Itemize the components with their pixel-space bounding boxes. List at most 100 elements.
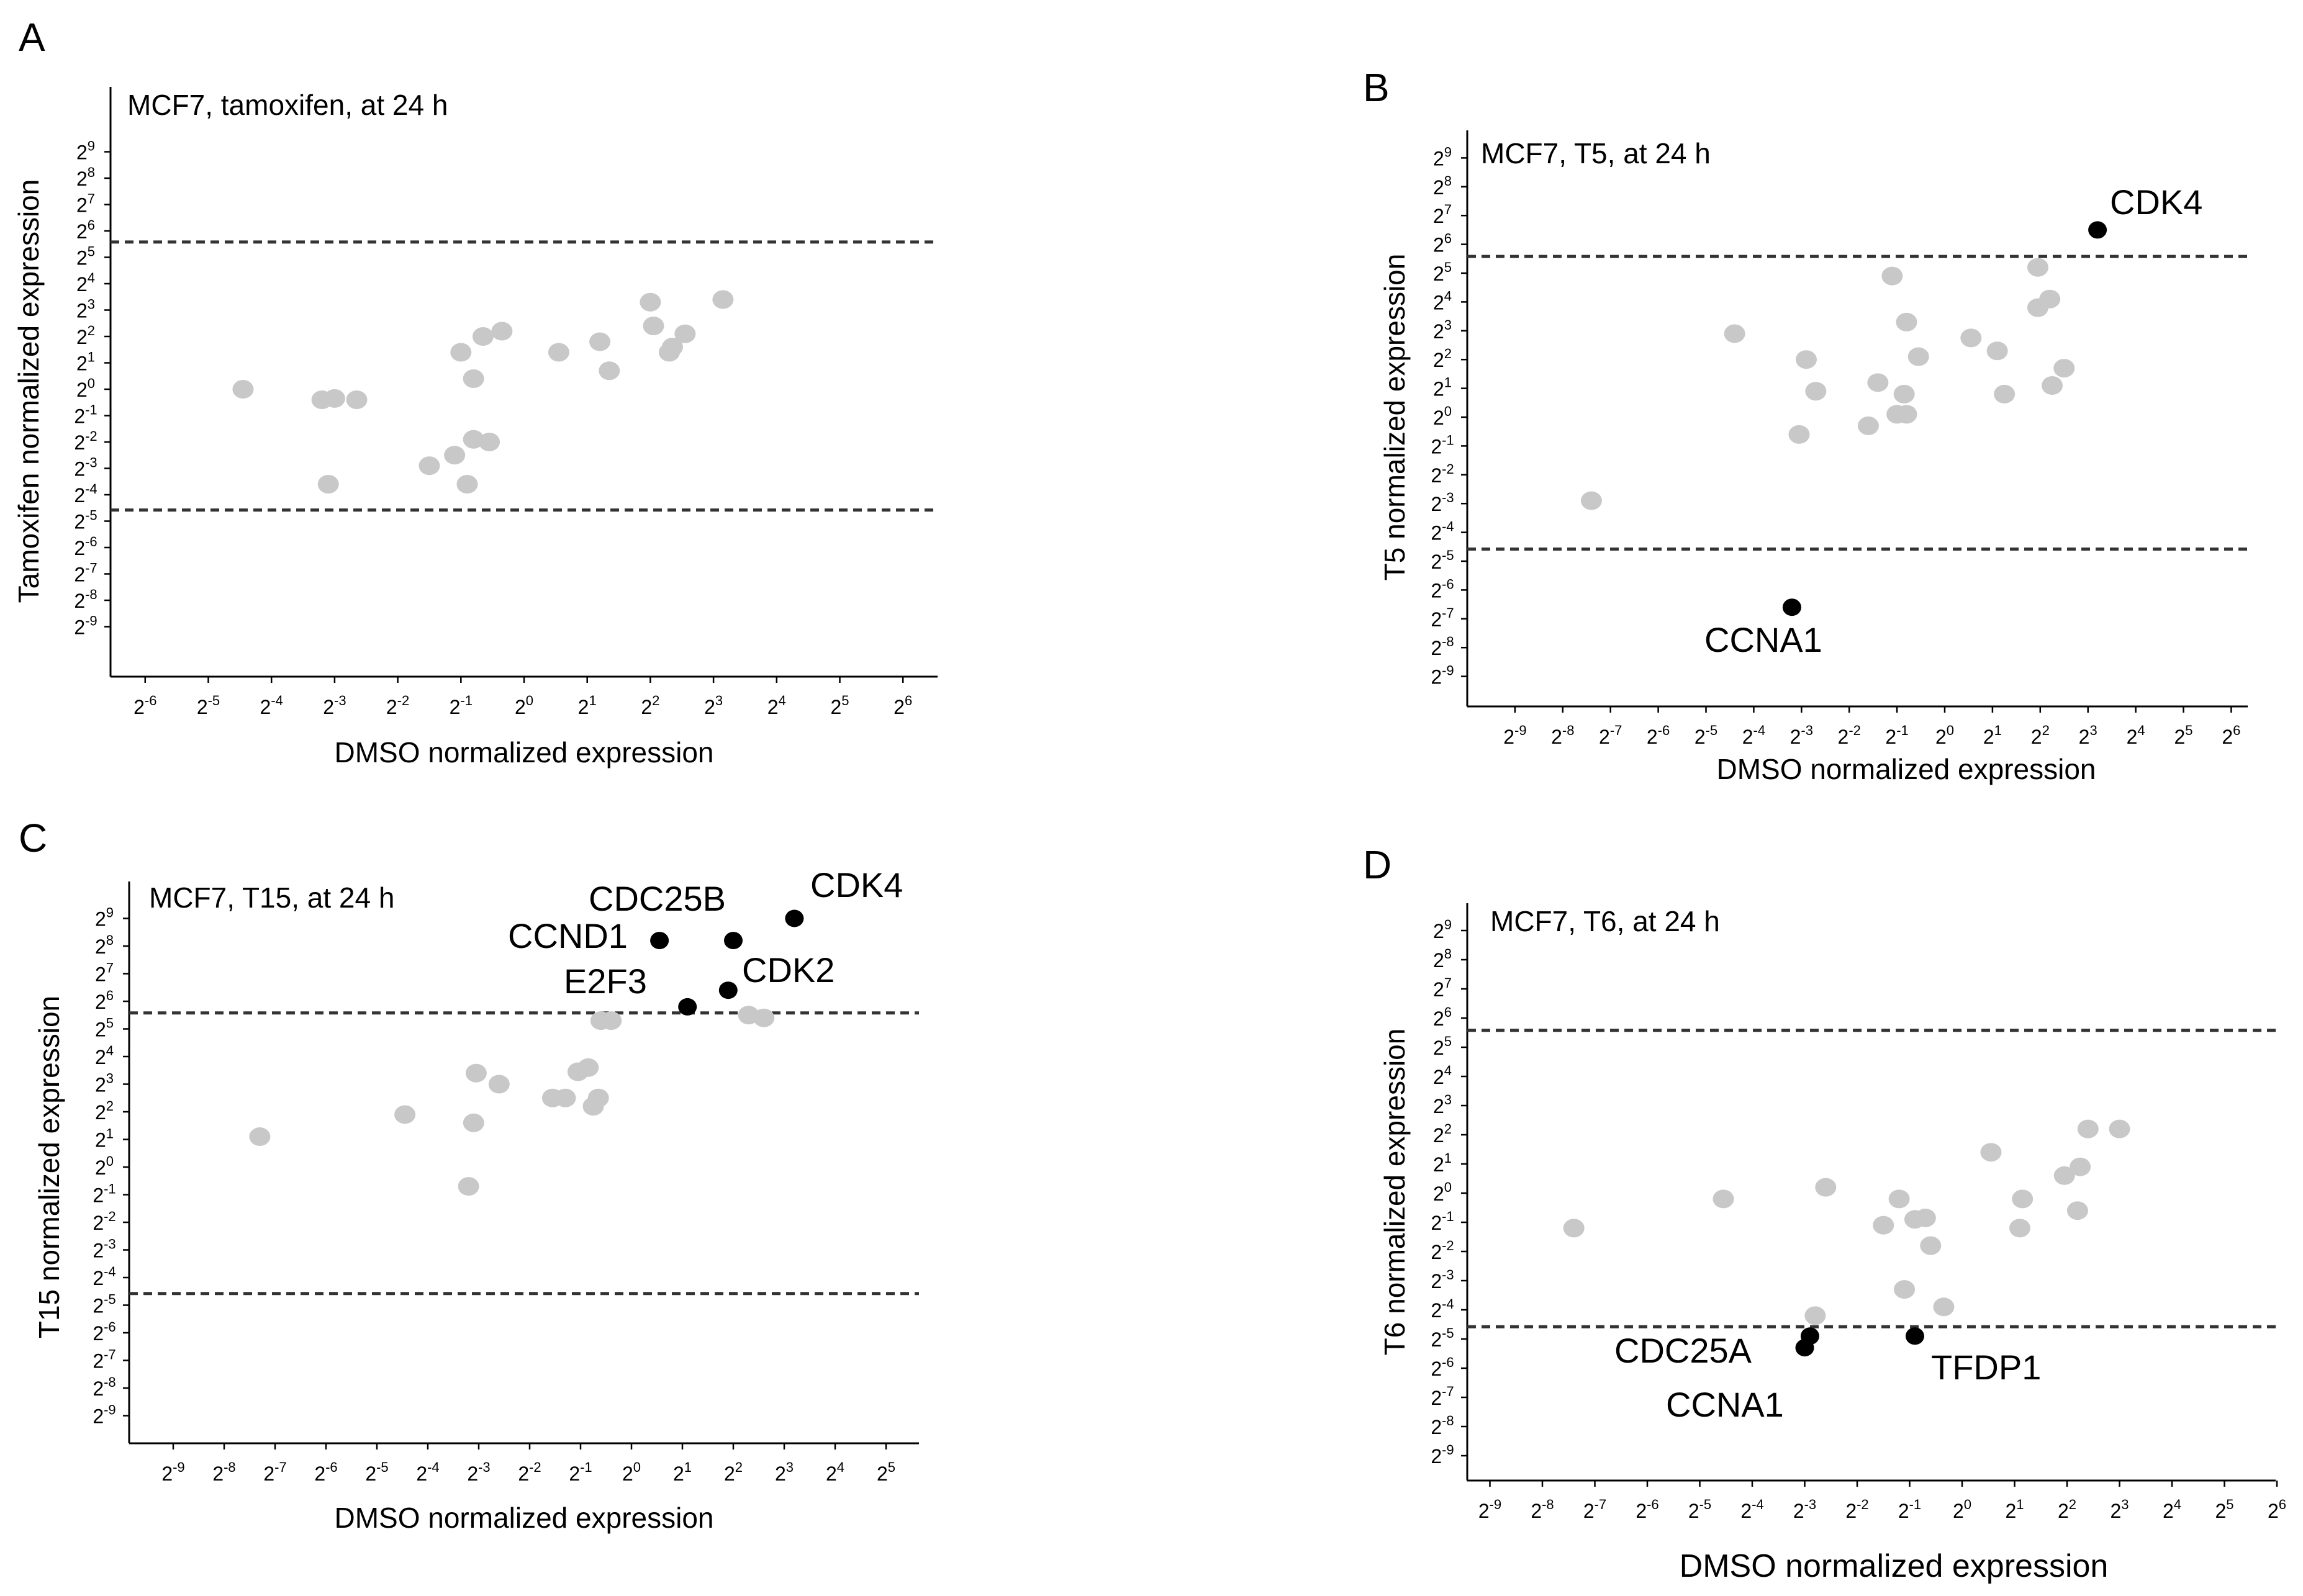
panel-b-points bbox=[1580, 221, 2107, 616]
gene-point bbox=[458, 1177, 479, 1196]
y-tick-label: 23 bbox=[1433, 317, 1452, 343]
x-tick-label: 23 bbox=[704, 693, 723, 718]
significant-gene-point bbox=[724, 932, 743, 950]
panel-c: MCF7, T15, at 24 h DMSO normalized expre… bbox=[33, 865, 919, 1534]
gene-point bbox=[587, 1088, 609, 1107]
x-tick-label: 21 bbox=[2005, 1497, 2024, 1522]
x-tick-label: 2-1 bbox=[1898, 1497, 1921, 1522]
panel-letter-b: B bbox=[1363, 65, 1390, 110]
y-tick-label: 2-1 bbox=[74, 402, 97, 428]
x-tick-label: 2-4 bbox=[416, 1459, 439, 1485]
y-tick-label: 21 bbox=[1433, 375, 1452, 400]
y-tick-label: 2-9 bbox=[74, 613, 97, 639]
x-tick-label: 2-4 bbox=[260, 693, 283, 718]
gene-point bbox=[394, 1105, 416, 1124]
x-tick-label: 2-5 bbox=[365, 1459, 388, 1485]
y-tick-label: 2-8 bbox=[74, 587, 97, 612]
y-tick-label: 27 bbox=[1433, 975, 1452, 1001]
panel-c-title: MCF7, T15, at 24 h bbox=[149, 881, 394, 914]
y-tick-label: 2-2 bbox=[1431, 1238, 1454, 1263]
y-tick-label: 24 bbox=[1433, 288, 1452, 313]
x-tick-label: 2-9 bbox=[1478, 1497, 1501, 1522]
gene-point bbox=[463, 430, 484, 449]
y-tick-label: 26 bbox=[1433, 231, 1452, 256]
y-tick-label: 2-1 bbox=[1431, 1209, 1454, 1234]
x-tick-label: 2-1 bbox=[450, 693, 473, 718]
panel-d: MCF7, T6, at 24 h DMSO normalized expres… bbox=[1378, 903, 2286, 1584]
y-tick-label: 25 bbox=[95, 1016, 114, 1041]
y-tick-label: 2-2 bbox=[1431, 461, 1454, 487]
panel-letter-c: C bbox=[19, 816, 47, 860]
panel-b-ticks: 29 28 27 26 25 24 23 22 21 20 2-1 2-2 2-3 2-4 2-5 2-6 2-… bbox=[1431, 144, 2240, 748]
gene-point bbox=[1907, 347, 1929, 366]
panel-c-annotations: CDC25B CCND1 CDK4 E2F3 CDK2 bbox=[508, 865, 903, 1001]
x-tick-label: 2-4 bbox=[1742, 723, 1765, 748]
gene-point bbox=[463, 369, 484, 388]
x-tick-label: 25 bbox=[2174, 723, 2192, 748]
gene-point bbox=[2109, 1119, 2130, 1138]
y-tick-label: 25 bbox=[1433, 259, 1452, 285]
x-tick-label: 2-9 bbox=[1503, 723, 1526, 748]
x-tick-label: 2-3 bbox=[323, 693, 346, 718]
y-tick-label: 26 bbox=[95, 988, 114, 1013]
x-tick-label: 20 bbox=[1935, 723, 1954, 748]
gene-point bbox=[2039, 289, 2061, 309]
gene-point bbox=[1960, 328, 1982, 348]
panel-d-x-label: DMSO normalized expression bbox=[1680, 1548, 2109, 1584]
y-tick-label: 2-1 bbox=[1431, 432, 1454, 458]
gene-point bbox=[1888, 1189, 1910, 1209]
significant-gene-point bbox=[1782, 598, 1801, 616]
x-tick-label: 20 bbox=[1953, 1497, 1971, 1522]
panel-d-y-label: T6 normalized expression bbox=[1378, 1029, 1411, 1356]
gene-point bbox=[600, 1011, 622, 1030]
x-tick-label: 2-8 bbox=[1531, 1497, 1554, 1522]
gene-point bbox=[712, 290, 734, 309]
x-tick-label: 2-7 bbox=[263, 1459, 286, 1485]
panel-c-label-ccnd1: CCND1 bbox=[508, 916, 628, 955]
x-tick-label: 2-1 bbox=[569, 1459, 592, 1485]
panel-c-label-cdk4: CDK4 bbox=[810, 865, 903, 904]
x-tick-label: 24 bbox=[2163, 1497, 2181, 1522]
panel-a-thresholds bbox=[111, 240, 938, 512]
panel-b-annotations: CDK4 CCNA1 bbox=[1704, 183, 2202, 659]
y-tick-label: 2-4 bbox=[93, 1264, 115, 1289]
gene-point bbox=[1815, 1178, 1837, 1197]
x-tick-label: 2-6 bbox=[133, 693, 156, 718]
y-tick-label: 20 bbox=[95, 1153, 114, 1179]
panel-b-title: MCF7, T5, at 24 h bbox=[1481, 137, 1711, 169]
y-tick-label: 2-5 bbox=[1431, 548, 1454, 573]
x-tick-label: 2-5 bbox=[1694, 723, 1717, 748]
gene-point bbox=[1896, 312, 1917, 331]
panel-b-label-ccna1: CCNA1 bbox=[1704, 620, 1822, 659]
x-tick-label: 21 bbox=[1983, 723, 2002, 748]
gene-point bbox=[419, 456, 440, 476]
y-tick-label: 20 bbox=[1433, 404, 1452, 429]
x-tick-label: 24 bbox=[767, 693, 786, 718]
y-tick-label: 21 bbox=[95, 1126, 114, 1152]
gene-point bbox=[577, 1058, 599, 1077]
gene-point bbox=[640, 292, 661, 312]
y-tick-label: 29 bbox=[95, 905, 114, 931]
x-tick-label: 2-4 bbox=[1740, 1497, 1763, 1522]
y-tick-label: 24 bbox=[1433, 1063, 1452, 1088]
panel-d-label-ccna1: CCNA1 bbox=[1666, 1385, 1784, 1424]
y-tick-label: 2-5 bbox=[1431, 1325, 1454, 1351]
x-tick-label: 23 bbox=[775, 1459, 794, 1485]
y-tick-label: 2-7 bbox=[93, 1347, 115, 1373]
x-tick-label: 22 bbox=[2058, 1497, 2076, 1522]
gene-point bbox=[2053, 1166, 2075, 1185]
gene-point bbox=[548, 343, 569, 362]
gene-point bbox=[1873, 1215, 1894, 1235]
significant-gene-point bbox=[1905, 1327, 1924, 1345]
x-tick-label: 2-8 bbox=[212, 1459, 235, 1485]
significant-gene-point bbox=[1795, 1339, 1814, 1357]
y-tick-label: 2-8 bbox=[1431, 634, 1454, 659]
panel-c-ticks: 292827262524232221202-12-22-32-42-52-62-… bbox=[93, 905, 895, 1486]
gene-point bbox=[1713, 1189, 1734, 1209]
y-tick-label: 2-4 bbox=[1431, 1296, 1454, 1322]
y-tick-label: 2-2 bbox=[74, 428, 97, 454]
gene-point bbox=[1894, 1280, 1916, 1299]
x-tick-label: 23 bbox=[2110, 1497, 2129, 1522]
gene-point bbox=[456, 475, 478, 494]
